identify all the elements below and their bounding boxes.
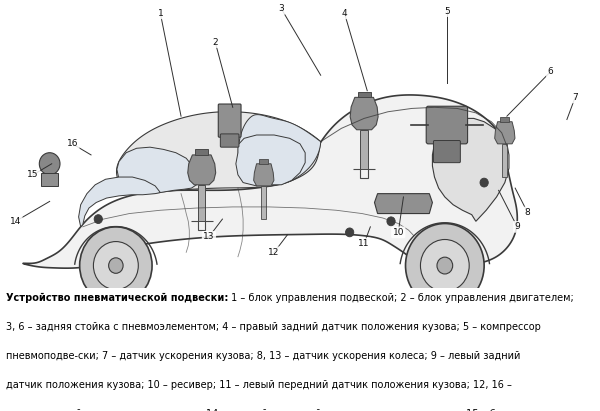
Polygon shape [494, 122, 515, 144]
Text: 2: 2 [212, 37, 218, 46]
Circle shape [94, 242, 139, 290]
Bar [502, 144, 508, 177]
Bar [500, 117, 509, 122]
Text: 3, 6 – задняя стойка с пневмоэлементом; 4 – правый задний датчик положения кузов: 3, 6 – задняя стойка с пневмоэлементом; … [6, 321, 541, 332]
Circle shape [406, 224, 484, 307]
Polygon shape [23, 95, 517, 268]
Text: 3: 3 [278, 5, 284, 13]
FancyBboxPatch shape [433, 141, 460, 163]
Polygon shape [116, 112, 320, 193]
FancyBboxPatch shape [220, 134, 239, 147]
Text: 4: 4 [341, 9, 347, 18]
Circle shape [480, 178, 488, 187]
FancyBboxPatch shape [426, 106, 467, 144]
Bar [198, 185, 205, 221]
Polygon shape [350, 97, 378, 130]
Text: датчик положения кузова; 10 – ресивер; 11 – левый передний датчик положения кузо: датчик положения кузова; 10 – ресивер; 1… [6, 380, 512, 390]
Circle shape [421, 240, 469, 292]
Bar [41, 173, 58, 186]
Text: 12: 12 [268, 248, 280, 257]
Text: 16: 16 [67, 139, 78, 148]
Text: 9: 9 [514, 222, 520, 231]
Bar [261, 186, 266, 219]
Text: передняя стойка с пневмоэлементом; 14 – правый передний датчик положения кузова;: передняя стойка с пневмоэлементом; 14 – … [6, 409, 514, 411]
Polygon shape [433, 118, 509, 221]
Text: 8: 8 [525, 208, 530, 217]
Circle shape [109, 258, 123, 273]
Polygon shape [117, 147, 197, 194]
Text: 10: 10 [392, 228, 404, 237]
Text: 5: 5 [444, 7, 450, 16]
Text: 13: 13 [203, 232, 215, 241]
Polygon shape [188, 155, 215, 185]
Bar [358, 92, 371, 97]
Text: 1: 1 [157, 9, 163, 18]
Circle shape [94, 215, 103, 224]
Circle shape [40, 153, 60, 175]
Bar [259, 159, 268, 164]
Text: 14: 14 [10, 217, 21, 226]
Circle shape [387, 217, 395, 226]
Polygon shape [79, 177, 160, 227]
Text: 15: 15 [28, 170, 39, 179]
Text: 11: 11 [358, 239, 370, 248]
Text: Устройство пневматической подвески:: Устройство пневматической подвески: [6, 293, 229, 303]
Polygon shape [238, 115, 321, 184]
Bar [361, 130, 368, 169]
Polygon shape [374, 194, 433, 214]
Text: пневмоподве-ски; 7 – датчик ускорения кузова; 8, 13 – датчик ускорения колеса; 9: пневмоподве-ски; 7 – датчик ускорения ку… [6, 351, 520, 360]
Polygon shape [254, 164, 274, 186]
FancyBboxPatch shape [218, 104, 241, 137]
Text: 1 – блок управления подвеской; 2 – блок управления двигателем;: 1 – блок управления подвеской; 2 – блок … [229, 293, 574, 302]
Circle shape [80, 227, 152, 304]
Circle shape [346, 228, 354, 237]
Bar [195, 149, 208, 155]
Polygon shape [236, 135, 305, 186]
Text: 6: 6 [547, 67, 553, 76]
Circle shape [437, 257, 452, 274]
Text: 7: 7 [572, 93, 578, 102]
